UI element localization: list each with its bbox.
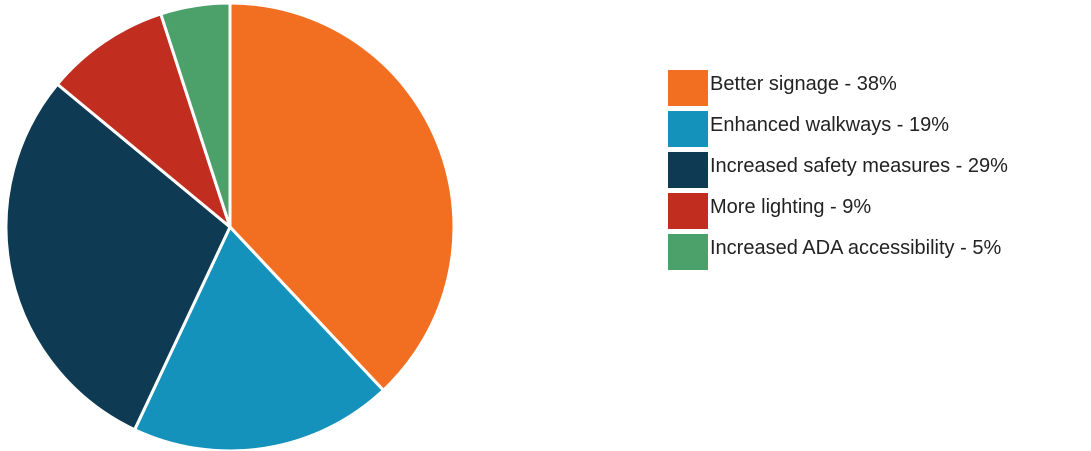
- pie-slice-better-signage: [228, 1, 456, 392]
- legend-label-increased-safety-measures: Increased safety measures - 29%: [710, 155, 1008, 177]
- legend-item-more-lighting: More lighting - 9%: [668, 192, 1088, 229]
- legend-swatch-enhanced-walkways: [668, 111, 708, 147]
- legend-swatch-better-signage: [668, 70, 708, 106]
- chart-legend: Better signage - 38% Enhanced walkways -…: [668, 69, 1088, 274]
- pie-slice-increased-ada-accessibility: [159, 1, 232, 229]
- legend-label-more-lighting: More lighting - 9%: [710, 196, 872, 218]
- pie-chart: [4, 1, 456, 451]
- legend-swatch-increased-ada-accessibility: [668, 234, 708, 270]
- pie-slice-enhanced-walkways: [133, 225, 385, 451]
- pie-slice-more-lighting: [55, 12, 232, 229]
- legend-label-increased-ada-accessibility: Increased ADA accessibility - 5%: [710, 237, 1002, 259]
- pie-slice-increased-safety-measures: [4, 82, 232, 432]
- legend-label-better-signage: Better signage - 38%: [710, 73, 897, 95]
- legend-item-enhanced-walkways: Enhanced walkways - 19%: [668, 110, 1088, 147]
- legend-swatch-increased-safety-measures: [668, 152, 708, 188]
- legend-item-increased-safety-measures: Increased safety measures - 29%: [668, 151, 1048, 188]
- legend-swatch-more-lighting: [668, 193, 708, 229]
- legend-label-enhanced-walkways: Enhanced walkways - 19%: [710, 114, 950, 136]
- legend-item-better-signage: Better signage - 38%: [668, 69, 1088, 106]
- legend-item-increased-ada-accessibility: Increased ADA accessibility - 5%: [668, 233, 1088, 270]
- pie-slices: [4, 1, 456, 451]
